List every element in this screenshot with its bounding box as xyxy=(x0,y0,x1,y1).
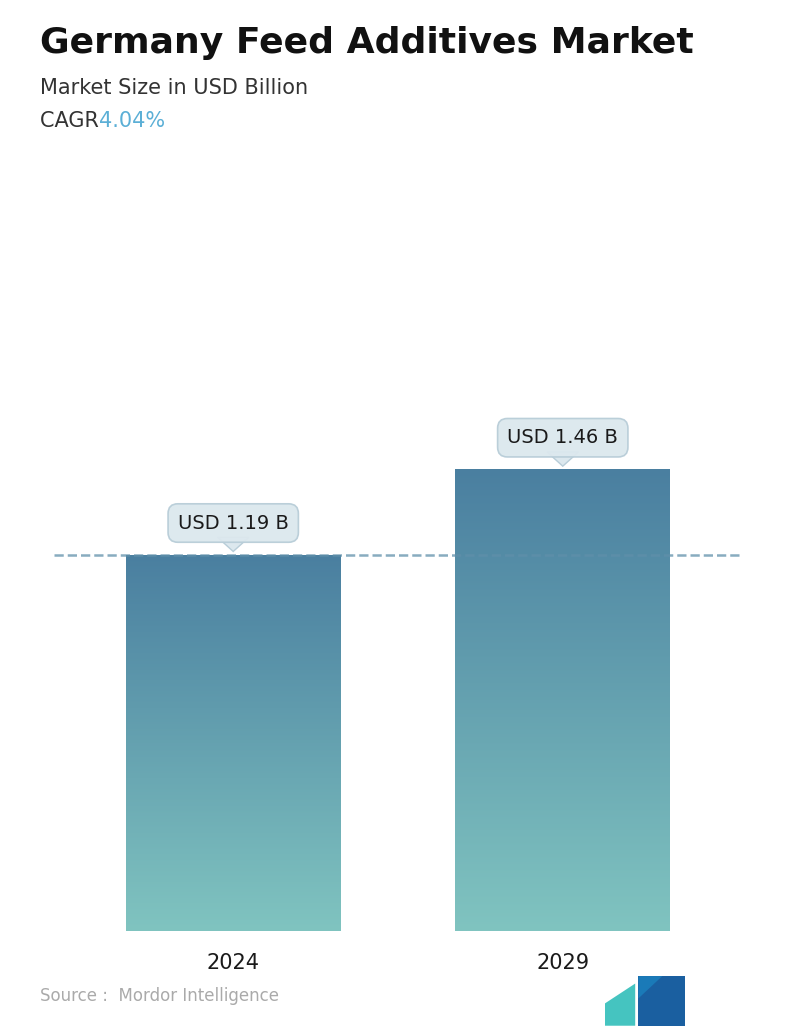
Text: CAGR: CAGR xyxy=(40,111,105,130)
Polygon shape xyxy=(605,983,635,1026)
Text: Source :  Mordor Intelligence: Source : Mordor Intelligence xyxy=(40,987,279,1005)
Text: Germany Feed Additives Market: Germany Feed Additives Market xyxy=(40,26,693,60)
Text: USD 1.19 B: USD 1.19 B xyxy=(178,514,289,533)
Polygon shape xyxy=(638,976,685,1026)
Polygon shape xyxy=(547,452,579,466)
Text: USD 1.46 B: USD 1.46 B xyxy=(507,428,618,448)
Text: 4.04%: 4.04% xyxy=(100,111,166,130)
Polygon shape xyxy=(217,538,249,551)
Text: 2024: 2024 xyxy=(207,952,259,973)
Text: Market Size in USD Billion: Market Size in USD Billion xyxy=(40,78,308,97)
Text: 2029: 2029 xyxy=(537,952,589,973)
Polygon shape xyxy=(638,976,662,999)
